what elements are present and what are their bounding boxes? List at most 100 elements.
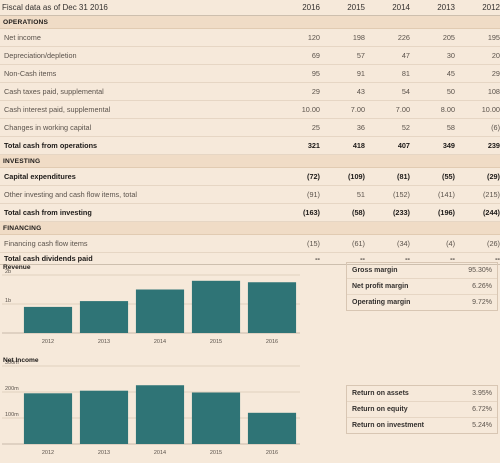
cell-value: --: [450, 254, 455, 263]
year-header: 2015: [347, 3, 365, 12]
cell-value: 52: [401, 123, 410, 132]
cell-value: (244): [482, 208, 500, 217]
row-label: Changes in working capital: [4, 123, 92, 132]
cell-value: 418: [352, 141, 365, 150]
ratio-value: 9.72%: [472, 299, 492, 306]
ratio-label: Return on investment: [352, 422, 424, 429]
cell-value: 349: [442, 141, 455, 150]
cell-value: 51: [356, 190, 365, 199]
cell-value: 47: [401, 51, 410, 60]
ratio-row: Net profit margin 6.26%: [347, 279, 497, 295]
cell-value: 54: [401, 87, 410, 96]
x-tick-label: 2016: [266, 450, 278, 456]
cell-value: (6): [491, 123, 500, 132]
net-income-chart: Net Income 100m 200m 300m 2012 2013 2014 2015 2…: [0, 357, 340, 458]
table-row: Cash taxes paid, supplemental 29 43 54 50 108: [0, 83, 500, 101]
table-title: Fiscal data as of Dec 31 2016: [2, 3, 108, 12]
cell-value: 205: [442, 33, 455, 42]
row-label: Total cash from investing: [4, 208, 92, 217]
cell-value: (4): [446, 239, 455, 248]
x-tick-label: 2013: [98, 450, 110, 456]
cell-value: (34): [397, 239, 410, 248]
cell-value: (58): [352, 208, 365, 217]
bar: [23, 393, 73, 444]
row-label: Total cash from operations: [4, 141, 98, 150]
x-tick-label: 2013: [98, 339, 110, 345]
ratio-label: Return on equity: [352, 406, 408, 413]
cell-value: 195: [487, 33, 500, 42]
cell-value: (72): [307, 172, 320, 181]
bar: [135, 289, 185, 333]
cell-value: (215): [482, 190, 500, 199]
table-row: Financing cash flow items (15) (61) (34) (4)…: [0, 235, 500, 253]
cell-value: (26): [487, 239, 500, 248]
dividends-row: Total cash dividends paid -- -- -- -- --: [0, 253, 500, 265]
x-tick-label: 2015: [210, 339, 222, 345]
bar: [247, 412, 297, 444]
cell-value: (141): [437, 190, 455, 199]
row-label: Non-Cash items: [4, 69, 57, 78]
cell-value: 43: [356, 87, 365, 96]
cell-value: (81): [397, 172, 410, 181]
chart-title: Revenue: [3, 264, 31, 271]
cell-value: 7.00: [395, 105, 410, 114]
cell-value: (233): [392, 208, 410, 217]
ratio-row: Return on equity 6.72%: [347, 402, 497, 418]
ratio-row: Gross margin 95.30%: [347, 263, 497, 279]
cell-value: 120: [307, 33, 320, 42]
x-tick-label: 2015: [210, 450, 222, 456]
section-header: INVESTING: [0, 155, 500, 168]
table-row: Changes in working capital 25 36 52 58 (6): [0, 119, 500, 137]
cell-value: 407: [397, 141, 410, 150]
cell-value: 69: [311, 51, 320, 60]
row-label: Cash taxes paid, supplemental: [4, 87, 104, 96]
cell-value: 25: [311, 123, 320, 132]
cash-flow-table: Fiscal data as of Dec 31 2016 2016 2015 …: [0, 3, 500, 265]
year-header: 2016: [302, 3, 320, 12]
ratio-value: 6.72%: [472, 406, 492, 413]
section-header: OPERATIONS: [0, 16, 500, 29]
cell-value: (55): [442, 172, 455, 181]
ratio-value: 5.24%: [472, 422, 492, 429]
cell-value: --: [495, 254, 500, 263]
cell-value: (196): [437, 208, 455, 217]
cell-value: 58: [446, 123, 455, 132]
year-header: 2012: [482, 3, 500, 12]
x-tick-label: 2012: [42, 450, 54, 456]
bar: [191, 392, 241, 444]
table-row: Depreciation/depletion 69 57 47 30 20: [0, 47, 500, 65]
y-tick-label: 2b: [5, 269, 11, 275]
cell-value: 20: [491, 51, 500, 60]
ratio-row: Operating margin 9.72%: [347, 295, 497, 310]
cell-value: --: [360, 254, 365, 263]
cell-value: 29: [311, 87, 320, 96]
section-header: FINANCING: [0, 222, 500, 235]
bar: [79, 301, 129, 333]
cell-value: (152): [392, 190, 410, 199]
cell-value: 30: [446, 51, 455, 60]
row-label: Cash interest paid, supplemental: [4, 105, 111, 114]
row-label: Depreciation/depletion: [4, 51, 77, 60]
cell-value: 8.00: [440, 105, 455, 114]
cell-value: --: [405, 254, 410, 263]
row-label: Financing cash flow items: [4, 239, 88, 248]
ratio-value: 3.95%: [472, 390, 492, 397]
cell-value: 50: [446, 87, 455, 96]
cell-value: (109): [347, 172, 365, 181]
cell-value: --: [315, 254, 320, 263]
ratio-label: Operating margin: [352, 299, 411, 306]
table-row: Net income 120 198 226 205 195: [0, 29, 500, 47]
cell-value: (15): [307, 239, 320, 248]
cell-value: 10.00: [481, 105, 500, 114]
cell-value: 29: [491, 69, 500, 78]
x-tick-label: 2014: [154, 450, 166, 456]
cell-value: 10.00: [301, 105, 320, 114]
cell-value: 239: [487, 141, 500, 150]
cell-value: 198: [352, 33, 365, 42]
year-header: 2013: [437, 3, 455, 12]
y-tick-label: 1b: [5, 298, 11, 304]
cell-value: (61): [352, 239, 365, 248]
cell-value: 108: [487, 87, 500, 96]
row-label: Other investing and cash flow items, tot…: [4, 190, 138, 199]
x-tick-label: 2014: [154, 339, 166, 345]
